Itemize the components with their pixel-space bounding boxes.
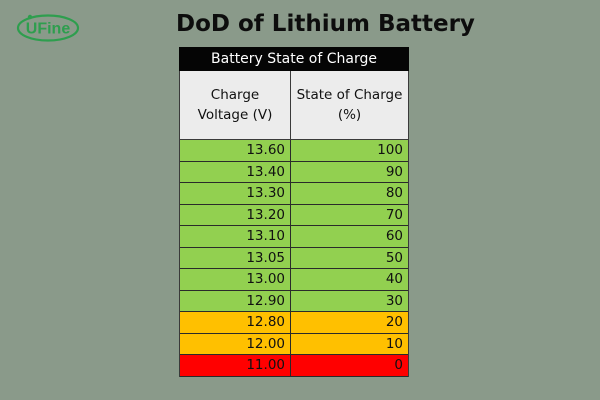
soc-table: Battery State of Charge Charge Voltage (…	[179, 47, 409, 377]
voltage-cell: 13.30	[180, 183, 291, 204]
voltage-cell: 11.00	[180, 355, 291, 376]
soc-cell: 10	[385, 335, 403, 352]
soc-cell: 80	[385, 185, 403, 201]
soc-cell: 50	[385, 249, 403, 266]
table-row: 13.10 60	[180, 226, 408, 248]
soc-cell: 0	[394, 357, 403, 373]
voltage-cell: 12.00	[180, 333, 291, 354]
table-row: 13.60 100	[180, 140, 408, 162]
table-header-row: Charge Voltage (V) State of Charge (%)	[179, 71, 409, 139]
soc-cell: 90	[385, 163, 403, 180]
soc-cell: 60	[385, 228, 403, 244]
voltage-cell: 13.05	[180, 247, 291, 268]
table-row: 13.05 50	[180, 247, 408, 269]
voltage-cell: 12.90	[180, 290, 291, 311]
table-row: 13.40 90	[180, 161, 408, 183]
table-row: 11.00 0	[180, 355, 408, 377]
voltage-cell: 13.20	[180, 204, 291, 225]
soc-cell: 30	[385, 292, 403, 309]
table-row: 12.00 10	[180, 333, 408, 355]
table-body: 13.60 100 13.40 90 13.30 80 13.20 70 13.10 60 13.0…	[179, 139, 409, 377]
table-row: 12.80 20	[180, 312, 408, 334]
logo-ring	[16, 14, 80, 42]
table-title: Battery State of Charge	[179, 47, 409, 71]
header-charge-voltage: Charge Voltage (V)	[180, 71, 291, 139]
voltage-cell: 13.10	[180, 226, 291, 247]
ufine-logo: UFine	[16, 12, 80, 42]
voltage-cell: 12.80	[180, 312, 291, 333]
soc-cell: 70	[385, 206, 403, 223]
table-row: 13.00 40	[180, 269, 408, 291]
voltage-cell: 13.40	[180, 161, 291, 182]
ufine-logo-mark: UFine	[16, 14, 80, 42]
voltage-cell: 13.00	[180, 269, 291, 290]
logo-dot	[27, 14, 33, 20]
table-row: 12.90 30	[180, 290, 408, 312]
voltage-cell: 13.60	[180, 140, 291, 161]
soc-cell: 20	[385, 314, 403, 330]
soc-cell: 40	[385, 271, 403, 287]
table-row: 13.20 70	[180, 204, 408, 226]
soc-cell: 100	[377, 142, 403, 158]
page-title: DoD of Lithium Battery	[176, 11, 475, 37]
logo-text: UFine	[26, 21, 71, 38]
header-state-of-charge: State of Charge (%)	[296, 87, 403, 123]
table-row: 13.30 80	[180, 183, 408, 205]
